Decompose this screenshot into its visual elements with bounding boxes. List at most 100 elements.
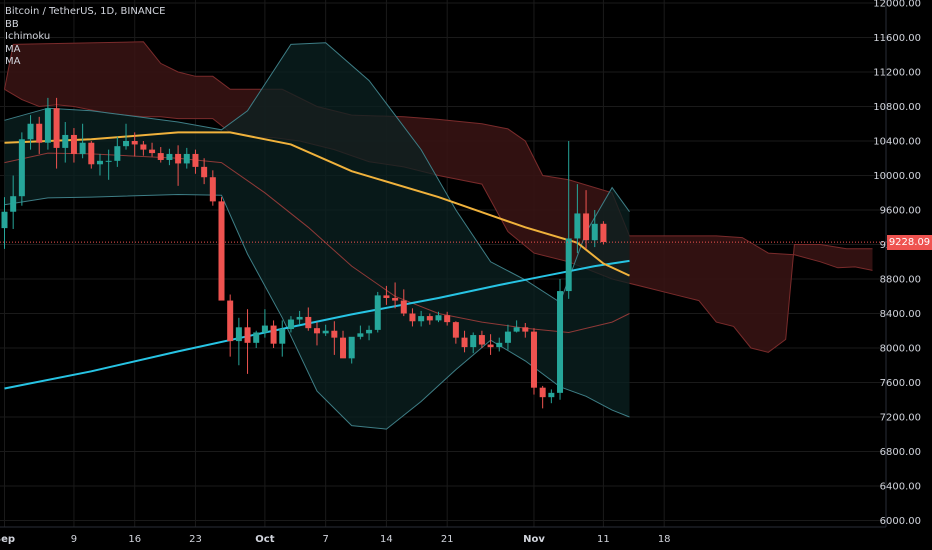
candle-body[interactable] [53, 108, 60, 148]
price-axis-label: 10800.00 [873, 102, 921, 113]
candle-body[interactable] [461, 337, 468, 348]
candle-body[interactable] [452, 322, 459, 338]
candle-body[interactable] [496, 342, 503, 348]
candle-body[interactable] [79, 142, 86, 154]
price-axis-label: 9600.00 [880, 206, 921, 217]
candle-body[interactable] [444, 315, 451, 323]
candle-body[interactable] [261, 325, 268, 333]
candle-body[interactable] [235, 327, 242, 342]
candle-body[interactable] [313, 328, 320, 334]
candle-body[interactable] [400, 300, 407, 314]
bb-lower-band [4, 193, 630, 430]
candle-body[interactable] [470, 335, 477, 348]
time-axis-label: 11 [597, 534, 610, 545]
candle-body[interactable] [418, 316, 425, 322]
candle-body[interactable] [478, 335, 485, 345]
candle-body[interactable] [218, 201, 225, 301]
time-axis-label: 21 [441, 534, 454, 545]
last-price-label: 9228.09 [887, 235, 932, 250]
ma-fast-line [4, 131, 630, 277]
candle-body[interactable] [88, 142, 95, 165]
candle-body[interactable] [227, 300, 234, 342]
time-axis-label: 16 [128, 534, 141, 545]
price-axis-label: 7600.00 [880, 378, 921, 389]
candle-body[interactable] [539, 387, 546, 398]
candle-body[interactable] [513, 327, 520, 332]
candle-body[interactable] [10, 196, 17, 212]
candle-body[interactable] [296, 316, 303, 320]
candle-body[interactable] [548, 392, 555, 398]
candle-body[interactable] [96, 160, 103, 165]
candle-body[interactable] [331, 330, 338, 338]
price-axis-label: 12000.00 [873, 0, 921, 10]
candle-body[interactable] [192, 153, 199, 167]
candle-body[interactable] [435, 315, 442, 321]
candle-body[interactable] [166, 153, 173, 160]
candle-body[interactable] [583, 213, 590, 241]
candle-body[interactable] [322, 330, 329, 334]
candle-body[interactable] [504, 331, 511, 343]
candle-body[interactable] [591, 223, 598, 241]
candle-body[interactable] [62, 134, 69, 148]
candle-body[interactable] [574, 213, 581, 239]
candle-body[interactable] [140, 144, 147, 150]
legend-bb[interactable]: BB [5, 18, 19, 30]
candle-body[interactable] [287, 319, 294, 330]
time-axis-label: Oct [255, 534, 274, 545]
candle-body[interactable] [426, 316, 433, 321]
candle-body[interactable] [183, 153, 190, 164]
price-axis-label: 6000.00 [880, 516, 921, 527]
price-axis-label: 6400.00 [880, 482, 921, 493]
candle-body[interactable] [383, 295, 390, 298]
time-axis-label: 23 [189, 534, 202, 545]
candle-body[interactable] [244, 327, 251, 343]
candle-body[interactable] [409, 313, 416, 322]
candle-body[interactable] [565, 238, 572, 292]
candle-body[interactable] [123, 141, 130, 147]
price-axis-label: 6800.00 [880, 447, 921, 458]
price-axis-label: 8400.00 [880, 309, 921, 320]
candle-body[interactable] [114, 146, 121, 161]
candle-body[interactable] [374, 295, 381, 330]
candle-body[interactable] [279, 329, 286, 344]
price-axis-label: 8000.00 [880, 344, 921, 355]
candle-body[interactable] [201, 166, 208, 178]
candle-body[interactable] [357, 333, 364, 337]
candle-body[interactable] [530, 331, 537, 388]
candle-body[interactable] [270, 325, 277, 344]
candle-body[interactable] [149, 149, 156, 154]
candle-body[interactable] [209, 177, 216, 202]
candle-body[interactable] [487, 344, 494, 348]
time-axis-label: 7 [322, 534, 328, 545]
candle-body[interactable] [392, 297, 399, 301]
candle-body[interactable] [175, 153, 182, 164]
candle-body[interactable] [522, 327, 529, 332]
candle-body[interactable] [36, 123, 43, 143]
candle-body[interactable] [18, 139, 25, 197]
candle-body[interactable] [105, 160, 112, 162]
candle-body[interactable] [348, 336, 355, 359]
candle-body[interactable] [557, 291, 564, 393]
price-axis-label: 7200.00 [880, 413, 921, 424]
price-axis-label: 8800.00 [880, 275, 921, 286]
ichimoku-span-b [4, 41, 873, 271]
candle-body[interactable] [131, 141, 138, 145]
candle-body[interactable] [253, 332, 260, 343]
candle-body[interactable] [44, 108, 51, 143]
candle-body[interactable] [70, 134, 77, 154]
candle-body[interactable] [340, 337, 347, 359]
legend-ichimoku[interactable]: Ichimoku [5, 31, 51, 42]
legend-ma-1[interactable]: MA [5, 43, 21, 55]
candle-body[interactable] [305, 316, 312, 329]
candle-body[interactable] [157, 153, 164, 160]
time-axis-label: 14 [380, 534, 393, 545]
legend-ma-2[interactable]: MA [5, 56, 21, 67]
candle-body[interactable] [1, 211, 8, 229]
candle-body[interactable] [27, 123, 34, 140]
chart-title: Bitcoin / TetherUS, 1D, BINANCE [5, 6, 166, 17]
candle-body[interactable] [600, 223, 607, 243]
time-axis-label: Sep [0, 534, 15, 545]
candle-body[interactable] [366, 329, 373, 334]
